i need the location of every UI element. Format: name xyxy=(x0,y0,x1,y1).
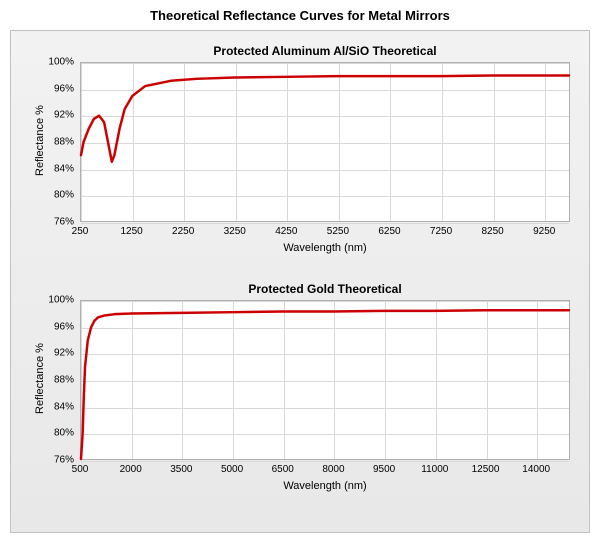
xtick-label: 500 xyxy=(72,464,89,475)
ytick-label: 84% xyxy=(42,401,74,412)
xtick-label: 9250 xyxy=(533,226,555,237)
xtick-label: 5000 xyxy=(221,464,243,475)
ytick-label: 84% xyxy=(42,163,74,174)
chart1-plot xyxy=(80,62,570,222)
ytick-label: 88% xyxy=(42,375,74,386)
ytick-label: 80% xyxy=(42,428,74,439)
chart1-title: Protected Aluminum Al/SiO Theoretical xyxy=(80,44,570,58)
xtick-label: 5250 xyxy=(327,226,349,237)
ytick-label: 76% xyxy=(42,217,74,228)
xtick-label: 3500 xyxy=(170,464,192,475)
xtick-label: 3250 xyxy=(224,226,246,237)
gridline-h xyxy=(81,461,569,462)
chart1-line xyxy=(81,63,569,221)
chart2-xlabel: Wavelength (nm) xyxy=(80,480,570,492)
main-title: Theoretical Reflectance Curves for Metal… xyxy=(0,8,600,23)
xtick-label: 250 xyxy=(72,226,89,237)
xtick-label: 12500 xyxy=(472,464,500,475)
chart1-series xyxy=(81,76,569,162)
ytick-label: 100% xyxy=(42,57,74,68)
xtick-label: 7250 xyxy=(430,226,452,237)
ytick-label: 96% xyxy=(42,83,74,94)
xtick-label: 6500 xyxy=(272,464,294,475)
chart2-plot xyxy=(80,300,570,460)
ytick-label: 92% xyxy=(42,348,74,359)
ytick-label: 76% xyxy=(42,455,74,466)
ytick-label: 88% xyxy=(42,137,74,148)
gridline-h xyxy=(81,223,569,224)
ytick-label: 96% xyxy=(42,321,74,332)
xtick-label: 8250 xyxy=(482,226,504,237)
xtick-label: 8000 xyxy=(322,464,344,475)
xtick-label: 11000 xyxy=(421,464,448,475)
page: Theoretical Reflectance Curves for Metal… xyxy=(0,0,600,543)
xtick-label: 9500 xyxy=(373,464,395,475)
xtick-label: 14000 xyxy=(522,464,550,475)
xtick-label: 4250 xyxy=(275,226,297,237)
chart2-title: Protected Gold Theoretical xyxy=(80,282,570,296)
xtick-label: 6250 xyxy=(378,226,400,237)
ytick-label: 80% xyxy=(42,190,74,201)
chart2-series xyxy=(81,310,569,459)
chart1-xlabel: Wavelength (nm) xyxy=(80,242,570,254)
xtick-label: 2000 xyxy=(120,464,142,475)
chart2-line xyxy=(81,301,569,459)
xtick-label: 2250 xyxy=(172,226,194,237)
ytick-label: 92% xyxy=(42,110,74,121)
xtick-label: 1250 xyxy=(120,226,142,237)
ytick-label: 100% xyxy=(42,295,74,306)
